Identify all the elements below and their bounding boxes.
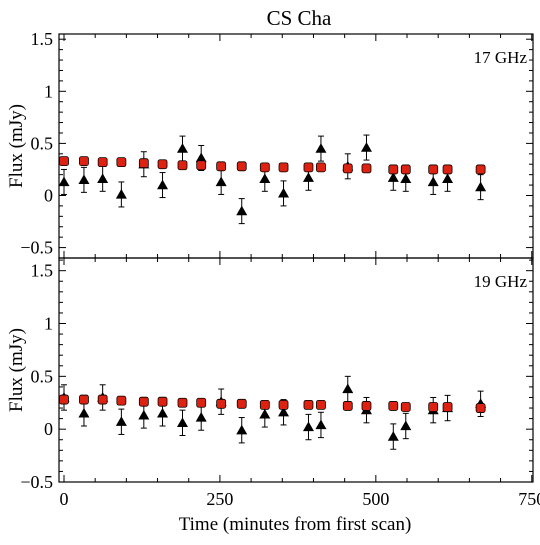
panel-1-model-point xyxy=(79,156,89,167)
panel-1-observed-point xyxy=(475,181,487,192)
panel-1-ytick-label: 1.5 xyxy=(31,29,54,49)
panel-2-observed-point xyxy=(400,420,412,431)
panel-2-ytick-label: 0.5 xyxy=(31,366,54,386)
panel-2-model-point xyxy=(79,394,89,405)
panel-2-observed-point xyxy=(387,431,399,441)
panel-2-ytick-label: −0.5 xyxy=(20,472,53,492)
panel-2-model-point xyxy=(428,402,439,412)
panel-2-model-point xyxy=(138,396,149,407)
panel-1-observed-point xyxy=(236,205,248,216)
panel-2-model-point xyxy=(400,402,411,412)
panel-1-observed-point xyxy=(387,172,399,182)
panel-1-model-point xyxy=(138,158,149,169)
panel-2-frame xyxy=(58,257,534,483)
panel-1-observed-point xyxy=(315,143,327,153)
panel-1-model-point xyxy=(216,161,227,172)
panel-1-model-point xyxy=(400,164,411,175)
panel-1-model-point xyxy=(303,162,314,173)
panel-1-observed-point xyxy=(195,152,207,163)
panel-1-model-point xyxy=(116,157,127,168)
panel-1-observed-point xyxy=(442,173,454,183)
panel-2-model-point xyxy=(259,399,270,410)
panel-1-model-point xyxy=(475,164,486,175)
panel-1-observed-point xyxy=(427,176,439,187)
panel-2-model-point xyxy=(196,397,207,408)
panel-2-model-point xyxy=(342,401,353,411)
panel-1-model-point xyxy=(442,164,453,175)
chart-title: CS Cha xyxy=(267,6,332,30)
x-tick-label: 500 xyxy=(362,489,389,509)
panel-2-observed-point xyxy=(138,409,150,420)
panel-1-frame xyxy=(58,33,534,259)
panel-2-model-point xyxy=(177,397,188,408)
panel-1-observed-point xyxy=(360,142,372,152)
panel-2-observed-point xyxy=(315,419,327,430)
panel-2-observed-point xyxy=(78,407,90,418)
panel-2-model-point xyxy=(442,402,453,412)
panel-1-model-point xyxy=(361,163,372,174)
panel-2-y-axis-label: Flux (mJy) xyxy=(6,328,27,412)
x-axis-label: Time (minutes from first scan) xyxy=(179,514,412,535)
panel-1-observed-point xyxy=(58,176,70,187)
panel-1-y-axis-label: Flux (mJy) xyxy=(6,104,27,188)
panel-1-ytick-label: 1 xyxy=(44,81,53,101)
x-tick-label: 750 xyxy=(518,489,540,509)
panel-2-observed-point xyxy=(302,421,314,432)
panel-2-observed-point xyxy=(259,408,271,419)
panel-1-model-point xyxy=(196,160,207,171)
panel-2-observed-point xyxy=(236,424,248,435)
panel-2-model-point xyxy=(303,399,314,410)
panel-2-ytick-label: 0 xyxy=(44,419,53,439)
panel-2-model-point xyxy=(116,395,127,406)
panel-2-model-point xyxy=(316,399,326,410)
panel-1-observed-point xyxy=(97,173,109,183)
panel-1-observed-point xyxy=(78,174,90,184)
panel-2-model-point xyxy=(475,403,486,413)
x-tick-label: 0 xyxy=(59,489,68,509)
panel-2-band-label: 19 GHz xyxy=(474,272,528,291)
panel-2-model-point xyxy=(361,401,372,411)
panel-1-observed-point xyxy=(302,172,314,182)
panel-2-observed-point xyxy=(157,407,169,418)
panel-2-observed-point xyxy=(278,406,290,417)
panel-2-model-point xyxy=(59,394,69,405)
panel-1-model-point xyxy=(177,160,188,171)
panel-1-model-point xyxy=(388,164,399,175)
panel-1-model-point xyxy=(236,161,247,172)
panel-1-observed-point xyxy=(215,176,227,187)
x-tick-label: 250 xyxy=(206,489,233,509)
panel-1-band-label: 17 GHz xyxy=(474,48,528,67)
panel-2-ytick-label: 1 xyxy=(44,314,53,334)
panel-1-model-point xyxy=(157,159,168,170)
panel-1-ytick-label: 0.5 xyxy=(31,133,54,153)
panel-2-model-point xyxy=(236,398,247,409)
panel-1-ytick-label: 0 xyxy=(44,185,53,205)
panel-1-model-point xyxy=(342,163,353,174)
panel-1-observed-point xyxy=(400,173,412,183)
panel-2-model-point xyxy=(388,401,399,411)
panel-1-model-point xyxy=(97,157,108,168)
panel-1-model-point xyxy=(259,162,270,173)
panel-2-observed-point xyxy=(342,383,354,394)
panel-2-observed-point xyxy=(195,412,207,422)
panel-1-observed-point xyxy=(157,179,169,190)
panel-2-observed-point xyxy=(115,416,127,426)
panel-2-model-point xyxy=(157,396,168,407)
panel-2-ytick-label: 1.5 xyxy=(31,261,54,281)
panel-1-model-point xyxy=(278,162,289,173)
panel-2-observed-point xyxy=(176,417,188,427)
panel-2-model-point xyxy=(97,394,108,405)
panel-1-model-point xyxy=(428,164,439,175)
panel-2-model-point xyxy=(278,399,289,410)
panel-1-observed-point xyxy=(176,143,188,153)
panel-1-observed-point xyxy=(115,188,127,199)
panel-1-observed-point xyxy=(259,173,271,183)
panel-1-ytick-label: −0.5 xyxy=(20,238,53,258)
panel-1-observed-point xyxy=(278,187,290,198)
panel-2-model-point xyxy=(216,398,227,409)
panel-1-model-point xyxy=(316,162,326,173)
panel-1-model-point xyxy=(59,156,69,167)
